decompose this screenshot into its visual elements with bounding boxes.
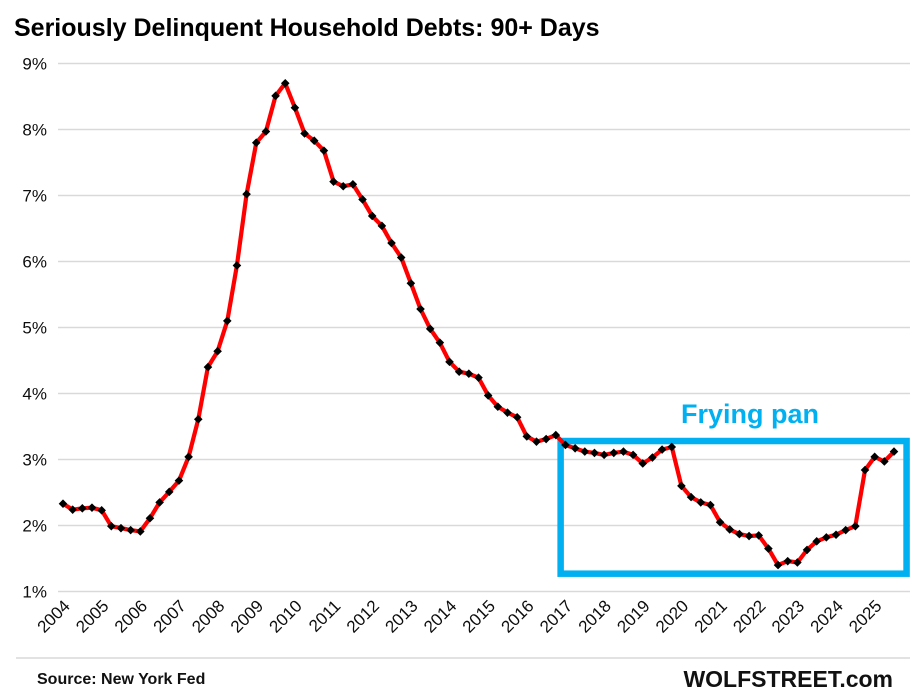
grid-lines [58, 62, 910, 593]
x-tick-label: 2004 [34, 596, 74, 636]
brand-wolfstreet: WOLFSTREET.com [683, 666, 893, 692]
chart-title: Seriously Delinquent Household Debts: 90… [14, 14, 600, 42]
x-tick-label: 2014 [420, 596, 460, 636]
x-tick-label: 2012 [343, 596, 383, 636]
x-tick-label: 2016 [497, 596, 537, 636]
x-tick-label: 2006 [111, 596, 151, 636]
data-point-markers [58, 79, 899, 570]
y-tick-label: 5% [22, 319, 47, 338]
y-tick-label: 4% [22, 385, 47, 404]
y-axis-labels: 1% 2% 3% 4% 5% 6% 7% 8% 9% [22, 55, 47, 602]
y-tick-label: 8% [22, 121, 47, 140]
y-tick-label: 3% [22, 451, 47, 470]
x-tick-label: 2022 [729, 596, 769, 636]
x-tick-label: 2023 [768, 596, 808, 636]
x-tick-label: 2020 [652, 596, 692, 636]
x-tick-label: 2011 [305, 596, 344, 635]
x-tick-label: 2007 [150, 596, 190, 636]
x-tick-label: 2025 [845, 596, 885, 636]
x-tick-label: 2017 [536, 596, 576, 636]
y-tick-label: 2% [22, 517, 47, 536]
x-tick-label: 2015 [459, 596, 499, 636]
x-tick-label: 2008 [188, 596, 228, 636]
x-tick-label: 2019 [613, 596, 653, 636]
annotation-box [557, 437, 910, 577]
source-note: Source: New York Fed [37, 671, 205, 688]
x-tick-label: 2010 [266, 596, 306, 636]
x-tick-label: 2024 [807, 596, 847, 636]
x-tick-label: 2021 [691, 596, 731, 636]
x-tick-label: 2018 [575, 596, 615, 636]
y-tick-label: 1% [22, 583, 47, 602]
x-tick-label: 2009 [227, 596, 267, 636]
y-tick-label: 7% [22, 187, 47, 206]
annotation-label: Frying pan [681, 399, 819, 429]
x-tick-label: 2013 [382, 596, 422, 636]
y-tick-label: 6% [22, 253, 47, 272]
y-tick-label: 9% [22, 55, 47, 74]
series-line [60, 81, 897, 568]
x-tick-label: 2005 [72, 596, 112, 636]
